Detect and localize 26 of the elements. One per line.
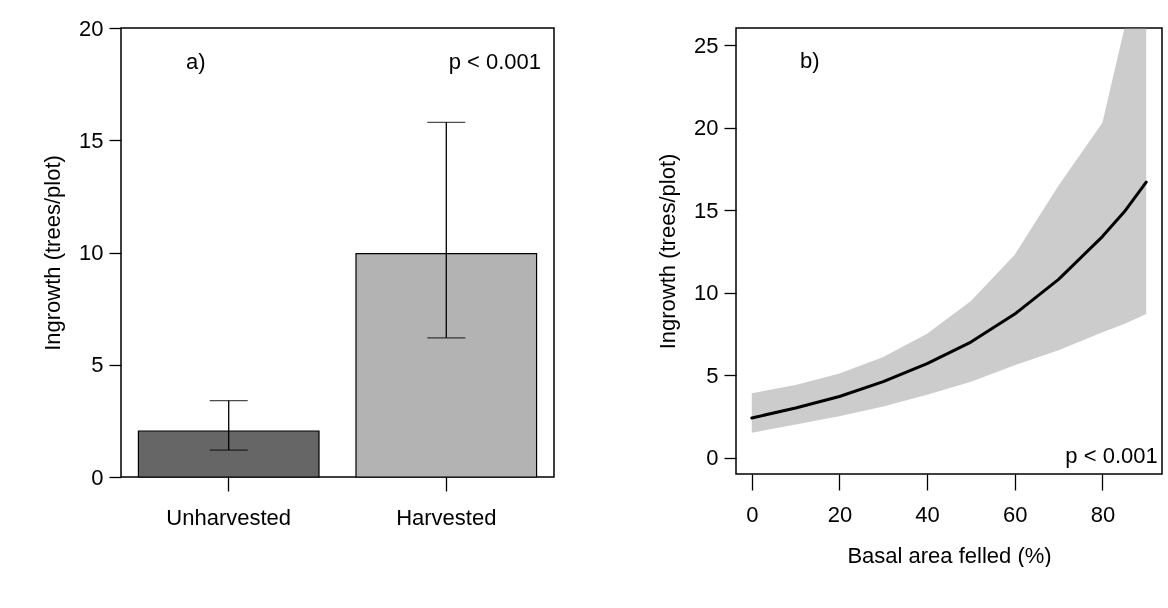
y-axis-title: Ingrowth (trees/plot) xyxy=(40,155,66,351)
y-tick-label: 20 xyxy=(79,15,104,41)
x-tick-label: 60 xyxy=(1003,501,1028,527)
annotation: b) xyxy=(799,48,820,74)
x-tick-label: Unharvested xyxy=(166,504,292,530)
y-tick-label: 0 xyxy=(706,445,719,471)
line-series xyxy=(750,180,1148,420)
annotation: p < 0.001 xyxy=(1065,443,1158,469)
y-tick-label: 15 xyxy=(79,127,104,153)
x-tick-label: 0 xyxy=(746,501,759,527)
x-tick-label: 80 xyxy=(1090,501,1116,527)
y-tick-label: 0 xyxy=(91,464,104,490)
y-tick-label: 10 xyxy=(694,280,719,306)
y-tick-label: 25 xyxy=(694,32,719,58)
y-tick-label: 10 xyxy=(79,240,104,265)
x-axis-title: Basal area felled (%) xyxy=(847,542,1052,568)
annotation: a) xyxy=(185,48,206,74)
annotation: p < 0.001 xyxy=(448,48,542,74)
x-tick-label: Harvested xyxy=(396,504,497,530)
y-tick-label: 5 xyxy=(91,352,104,378)
y-tick-label: 15 xyxy=(694,197,719,223)
x-tick-label: 40 xyxy=(915,501,940,527)
y-axis-title: Ingrowth (trees/plot) xyxy=(655,153,681,350)
y-tick-label: 5 xyxy=(706,362,719,388)
x-tick-label: 20 xyxy=(827,501,853,527)
y-tick-label: 20 xyxy=(694,115,719,141)
